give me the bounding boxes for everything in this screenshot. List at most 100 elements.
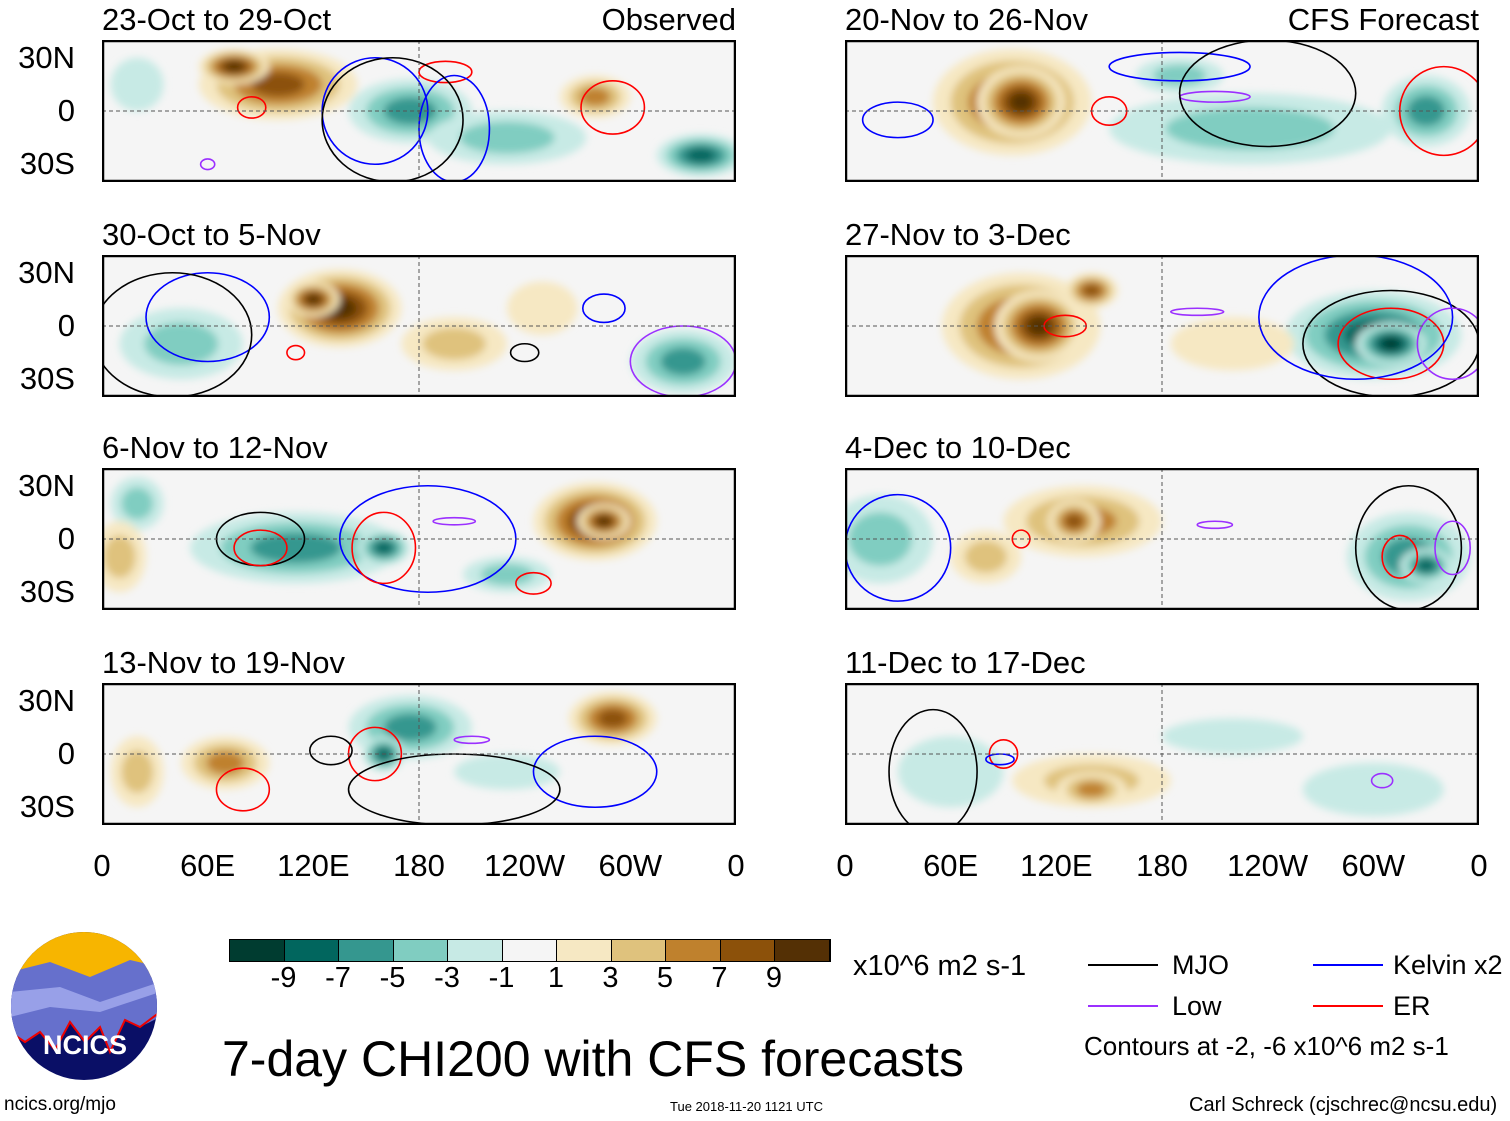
anomaly-blob: [121, 750, 154, 794]
anomaly-blob: [1417, 559, 1435, 572]
anomaly-blob: [596, 516, 612, 527]
lat-label: 0: [57, 93, 75, 128]
legend-note: Contours at -2, -6 x10^6 m2 s-1: [1084, 1031, 1449, 1061]
kelvin-contour: [1108, 51, 1251, 82]
low-contour: [453, 735, 491, 745]
anomaly-blob: [580, 87, 611, 106]
panel-frame: [845, 40, 1479, 182]
ncics-logo: NCICS: [11, 932, 157, 1080]
panel-title: 20-Nov to 26-Nov: [845, 2, 1088, 37]
lat-label: 0: [57, 736, 75, 771]
colorbar-tick-label: -5: [379, 962, 406, 994]
legend-low-label: Low: [1172, 991, 1222, 1021]
er-contour: [515, 571, 552, 595]
er-contour: [580, 80, 646, 135]
low-contour: [199, 158, 216, 171]
anomaly-blob: [1076, 781, 1107, 798]
anomaly-blob: [121, 487, 154, 520]
lon-label: 180: [1136, 848, 1188, 883]
er-contour: [988, 738, 1019, 769]
map-panel: [102, 683, 736, 825]
lat-label: 0: [57, 521, 75, 556]
mjo-contour: [102, 271, 253, 397]
er-contour: [233, 529, 288, 567]
anomaly-blob: [480, 563, 534, 586]
colorbar-tick-label: 9: [765, 962, 783, 994]
anomaly-blob: [374, 541, 393, 554]
mjo-contour: [309, 735, 353, 766]
legend-mjo-label: MJO: [1172, 950, 1229, 980]
kelvin-contour: [1258, 255, 1454, 381]
colorbar-tick-label: -9: [270, 962, 297, 994]
anomaly-blob: [660, 347, 706, 376]
lon-label: 0: [836, 848, 854, 883]
colorbar-swatch: [393, 940, 448, 961]
legend-kelvin-line: [1313, 964, 1383, 966]
lat-label: 30S: [19, 146, 75, 182]
panel-frame: [102, 683, 736, 825]
anomaly-blob: [1153, 64, 1207, 87]
lon-label: 120E: [277, 848, 350, 883]
legend-kelvin-label: Kelvin x2: [1393, 950, 1503, 980]
lat-label: 30S: [19, 574, 75, 610]
lat-label: 0: [57, 308, 75, 343]
panel-title: 11-Dec to 17-Dec: [845, 645, 1086, 680]
low-contour: [1416, 307, 1479, 381]
mjo-contour: [888, 708, 978, 825]
panel-frame: [845, 683, 1479, 825]
colorbar-swatch: [448, 940, 503, 961]
lat-label: 30N: [18, 39, 75, 75]
lat-label: 30S: [19, 361, 75, 397]
anomaly-blob: [1165, 107, 1335, 151]
panel-title: 6-Nov to 12-Nov: [102, 430, 328, 465]
kelvin-contour: [418, 74, 491, 182]
lon-label: 60E: [180, 848, 236, 883]
er-contour: [351, 511, 417, 585]
er-contour: [236, 95, 267, 119]
panel-frame: [102, 40, 736, 182]
colorbar-tick-label: -3: [434, 962, 460, 994]
colorbar-swatch: [284, 940, 339, 961]
colorbar-tick-label: 1: [547, 962, 565, 994]
low-contour: [1434, 520, 1471, 576]
panel-frame: [102, 255, 736, 397]
anomaly-blob: [306, 294, 321, 305]
lon-label: 60E: [923, 848, 979, 883]
anomaly-blob: [1082, 284, 1101, 297]
lon-label: 0: [1470, 848, 1488, 883]
lon-label: 120W: [1227, 848, 1309, 883]
column-label-left: Observed: [601, 2, 736, 37]
low-contour: [1370, 772, 1394, 789]
mjo-contour: [509, 342, 540, 363]
mjo-contour: [1178, 40, 1357, 148]
colorbar-swatch: [666, 940, 721, 961]
anomaly-blob: [224, 61, 244, 72]
anomaly-blob: [206, 751, 245, 775]
anomaly-blob: [454, 754, 560, 790]
lon-label: 180: [393, 848, 445, 883]
map-panel: [845, 255, 1479, 397]
kelvin-contour: [532, 735, 658, 809]
colorbar-tick-label: -1: [488, 962, 515, 994]
kelvin-contour: [861, 101, 934, 139]
colorbar-swatch: [720, 940, 775, 961]
map-panel: [102, 255, 736, 397]
anomaly-blob: [103, 535, 136, 579]
mjo-contour: [321, 56, 464, 182]
colorbar-swatch: [502, 940, 557, 961]
lon-label: 0: [727, 848, 745, 883]
anomaly-blob: [459, 121, 555, 154]
anomaly-blob: [144, 322, 219, 366]
anomaly-blob: [250, 532, 342, 564]
colorbar-swatch: [339, 940, 394, 961]
legend-low-line: [1088, 1005, 1158, 1007]
kelvin-contour: [145, 271, 271, 363]
panel-frame: [845, 255, 1479, 397]
anomaly-blob: [964, 540, 1008, 573]
site-link[interactable]: ncics.org/mjo: [4, 1094, 116, 1115]
anomaly-blob: [1026, 316, 1051, 336]
legend-er-label: ER: [1393, 991, 1431, 1021]
map-panel: [845, 683, 1479, 825]
panel-frame: [102, 468, 736, 610]
